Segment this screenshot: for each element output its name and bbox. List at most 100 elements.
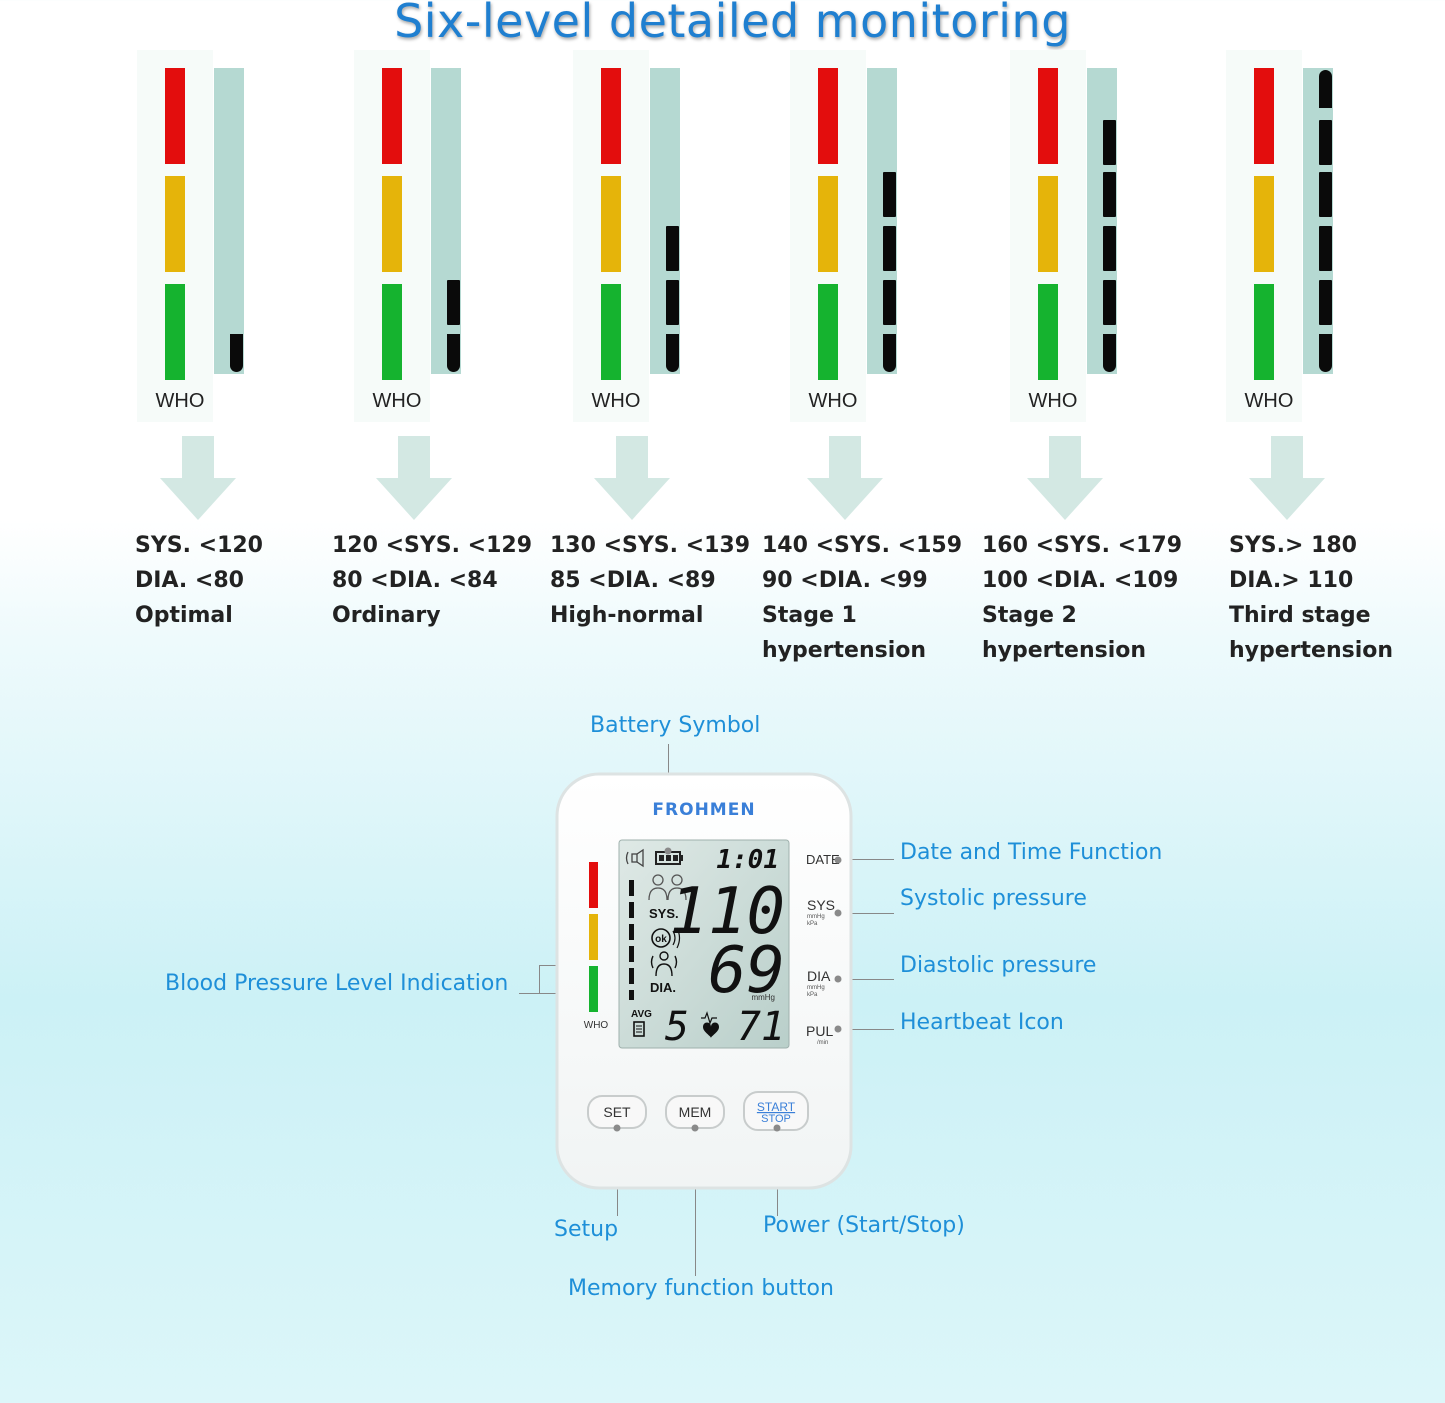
lcd-ok-label: ok — [655, 934, 667, 945]
level-gauge — [867, 68, 897, 374]
level-bar-yellow — [589, 914, 598, 960]
down-arrow-icon — [160, 436, 236, 520]
level-text-line4: hypertension — [762, 638, 927, 663]
brand-logo: FROHMEN — [652, 800, 755, 820]
dot-date — [834, 856, 842, 864]
who-bar-yellow — [165, 176, 185, 272]
level-description-5: 160 <SYS. <179 100 <DIA. <109 Stage 2 hyper… — [982, 528, 1182, 668]
level-panel-1: WHO — [137, 50, 247, 422]
level-segment — [883, 226, 896, 271]
lcd-sys-value: 110 — [669, 875, 785, 949]
who-label: WHO — [808, 390, 858, 412]
set-button-label: SET — [603, 1104, 631, 1120]
level-segment — [1319, 334, 1332, 372]
level-gauge — [431, 68, 461, 374]
level-description-2: 120 <SYS. <129 80 <DIA. <84 Ordinary — [332, 528, 532, 633]
lcd-dia-value: 69 — [708, 934, 785, 1008]
who-label: WHO — [1028, 390, 1078, 412]
level-text-line1: 130 <SYS. <139 — [550, 533, 751, 558]
level-segment — [666, 226, 679, 271]
dot-sys — [834, 909, 842, 917]
leader-line-sys — [838, 913, 894, 914]
who-bar-yellow — [1038, 176, 1058, 272]
level-text-line1: 140 <SYS. <159 — [762, 533, 963, 558]
leader-line-level-v — [539, 965, 540, 994]
level-description-3: 130 <SYS. <139 85 <DIA. <89 High-normal — [550, 528, 750, 633]
lcd-mmhg: mmHg — [751, 993, 775, 1002]
lcd-pulse-value: 71 — [737, 1004, 785, 1050]
lcd-avg-label: AVG — [631, 1009, 652, 1020]
down-arrow-icon — [807, 436, 883, 520]
callout-systolic: Systolic pressure — [900, 886, 1087, 911]
who-label: WHO — [591, 390, 641, 412]
level-segment — [1103, 120, 1116, 165]
set-button[interactable]: SET — [587, 1095, 647, 1132]
heart-icon — [701, 1011, 719, 1038]
level-segment — [1103, 280, 1116, 325]
label-sys: SYS — [807, 897, 835, 913]
lcd-level-segments — [629, 880, 634, 1000]
who-bar-green — [1038, 284, 1058, 380]
who-bar-green — [1254, 284, 1274, 380]
who-bar-green — [818, 284, 838, 380]
label-sys-unit-kpa: kPa — [807, 921, 818, 927]
level-text-line2: DIA.> 110 — [1229, 568, 1354, 593]
dot-pul — [834, 1025, 842, 1033]
who-bar-red — [165, 68, 185, 164]
start-button-label: START — [757, 1100, 796, 1114]
down-arrow-icon — [376, 436, 452, 520]
level-text-line2: 80 <DIA. <84 — [332, 568, 498, 593]
start-stop-button[interactable]: START STOP — [743, 1091, 809, 1132]
level-segment — [1319, 120, 1332, 165]
level-gauge — [1087, 68, 1117, 374]
lcd-sys-label: SYS. — [649, 906, 679, 921]
level-description-4: 140 <SYS. <159 90 <DIA. <99 Stage 1 hyperte… — [762, 528, 962, 668]
level-text-line2: 85 <DIA. <89 — [550, 568, 716, 593]
down-arrow-icon — [1027, 436, 1103, 520]
who-bar-green — [382, 284, 402, 380]
level-gauge — [650, 68, 680, 374]
level-text-line2: DIA. <80 — [135, 568, 244, 593]
level-gauge — [1303, 68, 1333, 374]
speaker-icon — [625, 848, 644, 868]
leader-line-dia — [838, 979, 894, 980]
user-icons — [648, 874, 687, 901]
level-description-6: SYS.> 180 DIA.> 110 Third stage hypertensio… — [1229, 528, 1393, 668]
level-segment — [666, 334, 679, 372]
level-segment — [1319, 226, 1332, 271]
level-segment — [883, 172, 896, 217]
leader-line-pul — [838, 1029, 894, 1030]
leader-line-level-h — [519, 993, 539, 994]
leader-line-mem — [695, 1128, 696, 1276]
label-sys-unit-mmhg: mmHg — [807, 914, 825, 920]
callout-battery: Battery Symbol — [590, 713, 761, 738]
motion-icon — [650, 951, 678, 977]
level-text-line4: hypertension — [1229, 638, 1394, 663]
label-dia-unit-kpa: kPa — [807, 992, 818, 998]
label-dia-unit-mmhg: mmHg — [807, 985, 825, 991]
who-bar-yellow — [818, 176, 838, 272]
level-segment — [883, 334, 896, 372]
level-segment — [230, 334, 243, 372]
level-segment — [1319, 172, 1332, 217]
level-text-line1: 120 <SYS. <129 — [332, 533, 533, 558]
who-bar-yellow — [382, 176, 402, 272]
level-segment — [1103, 334, 1116, 372]
level-segment — [447, 334, 460, 372]
callout-diastolic: Diastolic pressure — [900, 953, 1097, 978]
level-description-1: SYS. <120 DIA. <80 Optimal — [135, 528, 263, 633]
who-bar-red — [1038, 68, 1058, 164]
level-text-line1: SYS. <120 — [135, 533, 263, 558]
callout-setup: Setup — [554, 1217, 619, 1242]
who-bar-yellow — [601, 176, 621, 272]
level-segment — [1319, 70, 1332, 108]
lcd-dia-label: DIA. — [650, 980, 676, 995]
label-pul-unit: /min — [817, 1040, 828, 1046]
level-panel-2: WHO — [354, 50, 464, 422]
level-text-line3: Optimal — [135, 603, 233, 628]
callout-power: Power (Start/Stop) — [763, 1213, 965, 1238]
who-bar-red — [601, 68, 621, 164]
leader-line-date — [838, 859, 894, 860]
page-title: Six-level detailed monitoring — [394, 0, 1071, 48]
mem-button[interactable]: MEM — [665, 1095, 725, 1132]
